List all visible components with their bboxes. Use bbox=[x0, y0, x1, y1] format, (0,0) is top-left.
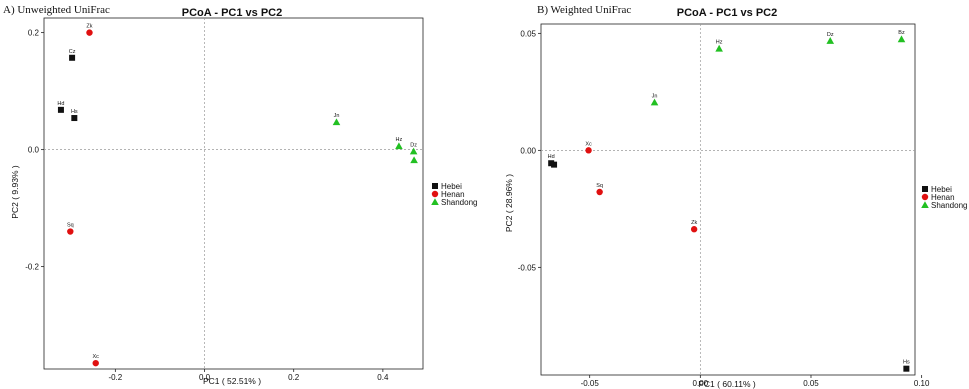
point-label: Hz bbox=[716, 40, 723, 46]
data-point-shandong bbox=[826, 37, 835, 44]
legend-marker-hebei bbox=[922, 186, 928, 192]
data-point-hebei bbox=[71, 115, 78, 122]
panel-a-label: A) Unweighted UniFrac bbox=[3, 4, 110, 16]
data-point-shandong bbox=[410, 156, 418, 164]
y-tick-label: 0.00 bbox=[520, 146, 536, 155]
panel-b-plot-frame bbox=[540, 23, 916, 376]
point-label: Dz bbox=[410, 142, 417, 148]
data-point-shandong bbox=[897, 35, 906, 43]
x-tick-label: 0.00 bbox=[693, 379, 709, 388]
point-label: Dz bbox=[827, 32, 834, 38]
point-label: Hs bbox=[71, 109, 78, 115]
panel-b-zero-lines bbox=[541, 24, 915, 375]
point-label: Hd bbox=[548, 154, 555, 160]
data-point-henan bbox=[86, 29, 93, 36]
panel-a-x-axis-label: PC1 ( 52.51% ) bbox=[203, 376, 261, 386]
data-point-henan bbox=[690, 226, 698, 233]
panel-b-points: Hz Dz Bz Jn Xc Hd Sq Zk Hs bbox=[548, 30, 910, 372]
data-point-shandong bbox=[395, 142, 403, 150]
data-point-shandong bbox=[715, 44, 723, 52]
panel-a-y-axis-label: PC2 ( 9.93% ) bbox=[10, 165, 20, 219]
panel-b-y-axis-label: PC2 ( 28.96% ) bbox=[504, 174, 514, 232]
point-label: Sq bbox=[596, 183, 603, 189]
panel-b-title: PCoA - PC1 vs PC2 bbox=[677, 7, 777, 19]
data-point-shandong bbox=[409, 147, 418, 155]
x-tick-label: 0.10 bbox=[914, 379, 930, 388]
point-label: Hs bbox=[903, 360, 910, 366]
data-point-shandong bbox=[332, 118, 341, 126]
data-point-shandong bbox=[650, 98, 659, 106]
x-tick-label: -0.2 bbox=[108, 373, 122, 382]
panel-b-weighted-unifrac: B) Weighted UniFrac PCoA - PC1 vs PC2 -0… bbox=[504, 4, 967, 389]
data-point-henan bbox=[67, 228, 74, 235]
y-tick-label: -0.2 bbox=[25, 263, 39, 272]
data-point-henan bbox=[92, 359, 99, 367]
legend-marker-shandong bbox=[921, 201, 929, 208]
point-label: Jn bbox=[652, 93, 658, 99]
data-point-hebei bbox=[903, 365, 910, 372]
legend-label-shandong: Shandong bbox=[931, 201, 967, 210]
legend-marker-hebei bbox=[432, 183, 438, 189]
point-label: Bz bbox=[898, 30, 905, 36]
point-label: Zk bbox=[691, 220, 697, 226]
point-label: Sq bbox=[67, 223, 74, 229]
legend-label-hebei: Hebei bbox=[931, 185, 952, 194]
panel-a-unweighted-unifrac: A) Unweighted UniFrac PCoA - PC1 vs PC2 … bbox=[3, 4, 477, 386]
panel-a-title: PCoA - PC1 vs PC2 bbox=[182, 7, 282, 19]
legend-marker-shandong bbox=[431, 198, 439, 205]
panel-a-ticks: -0.2 0.0 0.2 0.4 -0.2 0.0 0.2 bbox=[25, 29, 389, 382]
legend-label-henan: Henan bbox=[931, 193, 955, 202]
data-point-henan bbox=[596, 188, 603, 196]
data-point-henan bbox=[585, 147, 592, 154]
point-label: Zk bbox=[86, 24, 92, 30]
panel-b-x-axis-label: PC1 ( 60.11% ) bbox=[698, 379, 756, 389]
panel-b-label: B) Weighted UniFrac bbox=[537, 4, 631, 16]
point-label: Hz bbox=[396, 137, 403, 143]
legend-marker-henan bbox=[431, 190, 439, 198]
x-tick-label: 0.0 bbox=[199, 373, 211, 382]
x-tick-label: 0.2 bbox=[288, 373, 300, 382]
panel-a-points: Zk Cz Hd Hs Sq Xc Jn Hz Dz bbox=[57, 24, 418, 367]
data-point-hebei bbox=[69, 54, 76, 61]
data-point-hebei bbox=[551, 161, 558, 168]
point-label: Xc bbox=[585, 141, 592, 147]
legend-label-shandong: Shandong bbox=[441, 198, 477, 207]
point-label: Jn bbox=[334, 113, 340, 119]
data-point-hebei bbox=[57, 106, 64, 113]
point-label: Cz bbox=[69, 49, 76, 55]
y-tick-label: 0.0 bbox=[28, 146, 40, 155]
x-tick-label: 0.4 bbox=[377, 373, 389, 382]
panel-b-ticks: -0.05 0.00 0.05 0.10 -0.05 0.00 0.05 bbox=[518, 29, 930, 388]
panel-a-plot-frame bbox=[43, 17, 424, 370]
panel-a-zero-lines bbox=[44, 18, 423, 369]
x-tick-label: 0.05 bbox=[803, 379, 819, 388]
legend-marker-henan bbox=[921, 193, 929, 201]
x-tick-label: -0.05 bbox=[581, 379, 600, 388]
y-tick-label: -0.05 bbox=[518, 263, 537, 272]
legend-label-henan: Henan bbox=[441, 190, 465, 199]
point-label: Xc bbox=[93, 354, 100, 360]
y-tick-label: 0.05 bbox=[520, 29, 536, 38]
legend-label-hebei: Hebei bbox=[441, 182, 462, 191]
y-tick-label: 0.2 bbox=[28, 29, 40, 38]
point-label: Hd bbox=[57, 101, 64, 107]
